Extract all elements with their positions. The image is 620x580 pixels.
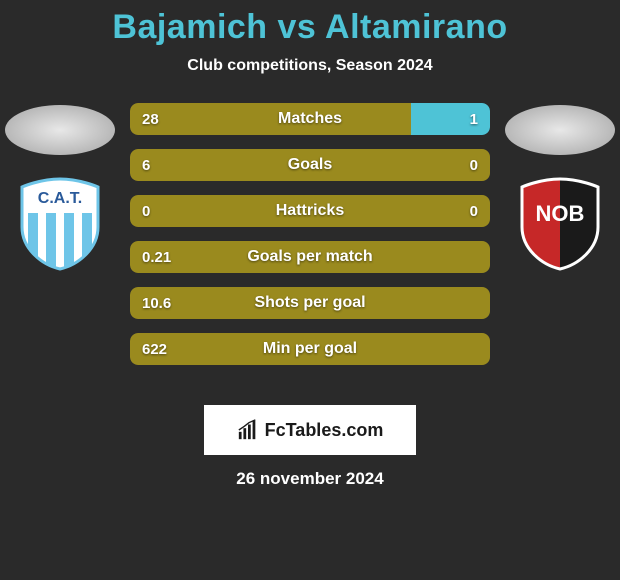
stat-label: Hattricks bbox=[130, 202, 490, 220]
subtitle: Club competitions, Season 2024 bbox=[0, 57, 620, 75]
stat-value-right: 0 bbox=[470, 203, 478, 220]
brand-box: FcTables.com bbox=[204, 405, 416, 455]
stat-row: 10.6Shots per goal bbox=[130, 287, 490, 319]
player-left-avatar bbox=[5, 105, 115, 155]
stat-label: Shots per goal bbox=[130, 294, 490, 312]
player-right-avatar bbox=[505, 105, 615, 155]
club-logo-right: NOB bbox=[510, 173, 610, 273]
stat-value-right: 1 bbox=[470, 111, 478, 128]
comparison-content: C.A.T. NOB 28Matches16Goals00Hattricks00… bbox=[0, 103, 620, 383]
stats-list: 28Matches16Goals00Hattricks00.21Goals pe… bbox=[130, 103, 490, 365]
club-logo-left: C.A.T. bbox=[10, 173, 110, 273]
brand-text: FcTables.com bbox=[265, 420, 384, 441]
date-label: 26 november 2024 bbox=[0, 469, 620, 489]
stat-row: 6Goals0 bbox=[130, 149, 490, 181]
stat-label: Min per goal bbox=[130, 340, 490, 358]
stat-row: 622Min per goal bbox=[130, 333, 490, 365]
svg-text:NOB: NOB bbox=[536, 201, 585, 226]
player-left-column: C.A.T. bbox=[0, 103, 120, 273]
player-right-column: NOB bbox=[500, 103, 620, 273]
stat-label: Goals bbox=[130, 156, 490, 174]
stat-value-right: 0 bbox=[470, 157, 478, 174]
stat-row: 28Matches1 bbox=[130, 103, 490, 135]
stat-label: Matches bbox=[130, 110, 490, 128]
brand-chart-icon bbox=[237, 419, 259, 441]
svg-text:C.A.T.: C.A.T. bbox=[38, 190, 82, 207]
stat-label: Goals per match bbox=[130, 248, 490, 266]
stat-row: 0.21Goals per match bbox=[130, 241, 490, 273]
page-title: Bajamich vs Altamirano bbox=[0, 0, 620, 47]
stat-row: 0Hattricks0 bbox=[130, 195, 490, 227]
